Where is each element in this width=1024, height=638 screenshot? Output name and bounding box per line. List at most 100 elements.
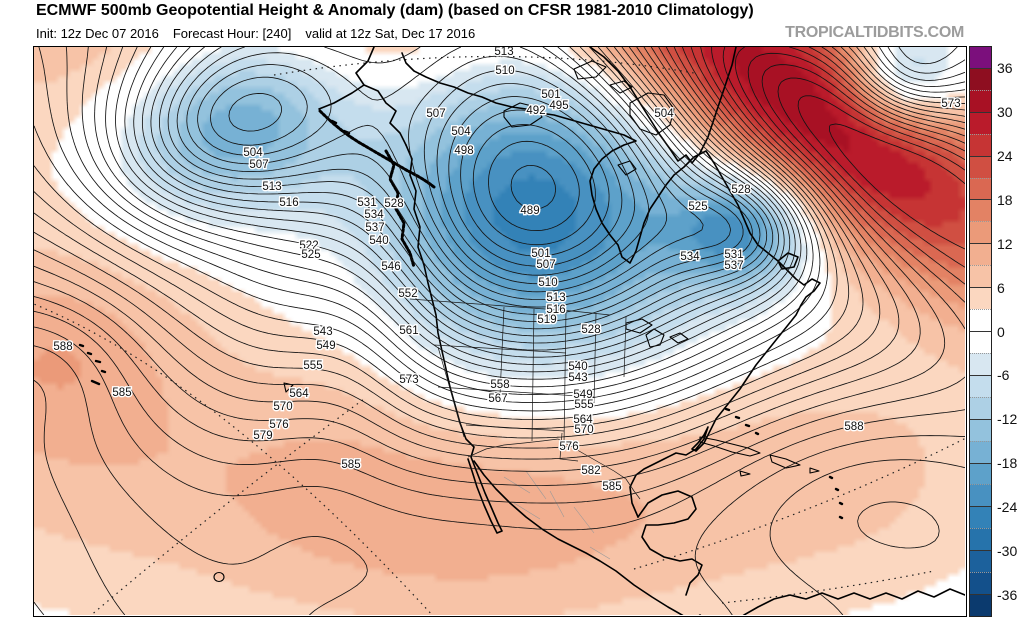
- contour-label: 525: [688, 201, 707, 213]
- colorbar-tick-label: 12: [997, 235, 1013, 252]
- contour-label: 510: [495, 65, 514, 77]
- forecast-hour: Forecast Hour: [240]: [172, 26, 292, 41]
- contour-label: 501: [531, 248, 550, 260]
- colorbar-cell: [970, 111, 991, 134]
- contour-label: 513: [494, 47, 513, 58]
- contour-label: 588: [53, 341, 72, 353]
- contour-label: 507: [249, 159, 268, 171]
- bahamas: [724, 407, 760, 436]
- contour-label: 513: [546, 292, 565, 304]
- contour-label: 492: [526, 105, 545, 117]
- aleutian-islands: [318, 109, 436, 189]
- newfoundland-island: [777, 252, 799, 270]
- contour-label: 570: [273, 401, 292, 413]
- colorbar-cell: [970, 484, 991, 507]
- us-mexico-border: [467, 438, 641, 500]
- contour-label: 543: [313, 326, 332, 338]
- contour-label: 528: [384, 198, 403, 210]
- hispaniola: [769, 454, 801, 469]
- anomaly-colorbar: [969, 46, 992, 617]
- contour-label: 519: [537, 314, 556, 326]
- colorbar-tick-label: -18: [997, 455, 1018, 472]
- colorbar-tick-label: -30: [997, 543, 1018, 560]
- contour-label: 522: [299, 240, 318, 252]
- colorbar-tick-label: 0: [997, 323, 1005, 340]
- contour-label: 504: [451, 126, 471, 138]
- colorbar-cell: [970, 243, 991, 266]
- colorbar-tick-label: 18: [997, 191, 1013, 208]
- colorbar-cell: [970, 594, 991, 616]
- contour-label: 549: [573, 389, 592, 401]
- contour-label: 540: [369, 235, 388, 247]
- contour-label: 540: [568, 361, 587, 373]
- colorbar-cell: [970, 221, 991, 244]
- page-title: ECMWF 500mb Geopotential Height & Anomal…: [36, 2, 754, 19]
- contour-label: 531: [724, 249, 743, 261]
- contour-label: 516: [546, 304, 565, 316]
- contour-label: 504: [243, 147, 263, 159]
- hawaiian-islands: [78, 343, 107, 386]
- colorbar-cell: [970, 155, 991, 178]
- contour-label: 585: [112, 387, 131, 399]
- contour-label: 546: [381, 261, 400, 273]
- colorbar-tick-label: 24: [997, 147, 1013, 164]
- colorbar-cell: [970, 133, 991, 156]
- contour-label: 534: [680, 251, 700, 263]
- contour-label: 585: [602, 481, 621, 493]
- contour-label: 552: [398, 288, 417, 300]
- contour-label: 564: [573, 414, 593, 426]
- colorbar-cell: [970, 528, 991, 551]
- contour-label: 585: [341, 459, 360, 471]
- colorbar-cell: [970, 287, 991, 310]
- valid-time: valid at 12z Sat, Dec 17 2016: [305, 26, 476, 41]
- run-info: Init: 12z Dec 07 2016 Forecast Hour: [240…: [36, 26, 489, 41]
- great-lakes: [625, 318, 689, 348]
- colorbar-cell: [970, 550, 991, 573]
- contour-label: 537: [365, 222, 384, 234]
- contour-label: 567: [488, 393, 507, 405]
- contour-label: 561: [399, 325, 418, 337]
- colorbar-cell: [970, 47, 991, 68]
- mexico-state-lines: [503, 470, 611, 560]
- colorbar-tick-label: 30: [997, 103, 1013, 120]
- contour-label: 573: [399, 374, 418, 386]
- colorbar-cell: [970, 374, 991, 397]
- jamaica: [739, 470, 751, 477]
- colorbar-cell: [970, 352, 991, 375]
- cuba: [699, 436, 761, 457]
- contour-label: 555: [303, 360, 322, 372]
- arctic-islands: [503, 60, 675, 176]
- contour-label: 531: [357, 197, 376, 209]
- contour-label: 579: [253, 430, 272, 442]
- puerto-rico: [809, 467, 820, 474]
- contour-label: 555: [574, 399, 593, 411]
- height-contours: [34, 47, 965, 615]
- contour-label: 504: [654, 108, 674, 120]
- contour-label: 570: [574, 424, 593, 436]
- init-time: Init: 12z Dec 07 2016: [36, 26, 159, 41]
- contour-label: 513: [262, 181, 281, 193]
- contour-label: 564: [289, 388, 309, 400]
- contour-label: 489: [520, 205, 539, 217]
- contour-label: 507: [536, 259, 555, 271]
- contour-label: 537: [724, 260, 743, 272]
- contour-label: 525: [301, 249, 320, 261]
- contour-label: 588: [844, 421, 863, 433]
- colorbar-cell: [970, 506, 991, 529]
- contour-label: 501: [541, 89, 560, 101]
- site-watermark: TROPICALTIDBITS.COM: [785, 24, 964, 41]
- contour-label: 576: [559, 441, 578, 453]
- colorbar-tick-label: -6: [997, 367, 1010, 384]
- contour-label: 576: [269, 419, 288, 431]
- colorbar-cell: [970, 440, 991, 463]
- contour-label: 528: [731, 184, 750, 196]
- colorbar-tick-label: -12: [997, 411, 1018, 428]
- colorbar-tick-label: -36: [997, 587, 1018, 604]
- colorbar-cell: [970, 572, 991, 595]
- colorbar-cell: [970, 462, 991, 485]
- colorbar-cell: [970, 396, 991, 419]
- contour-label: 543: [568, 372, 587, 384]
